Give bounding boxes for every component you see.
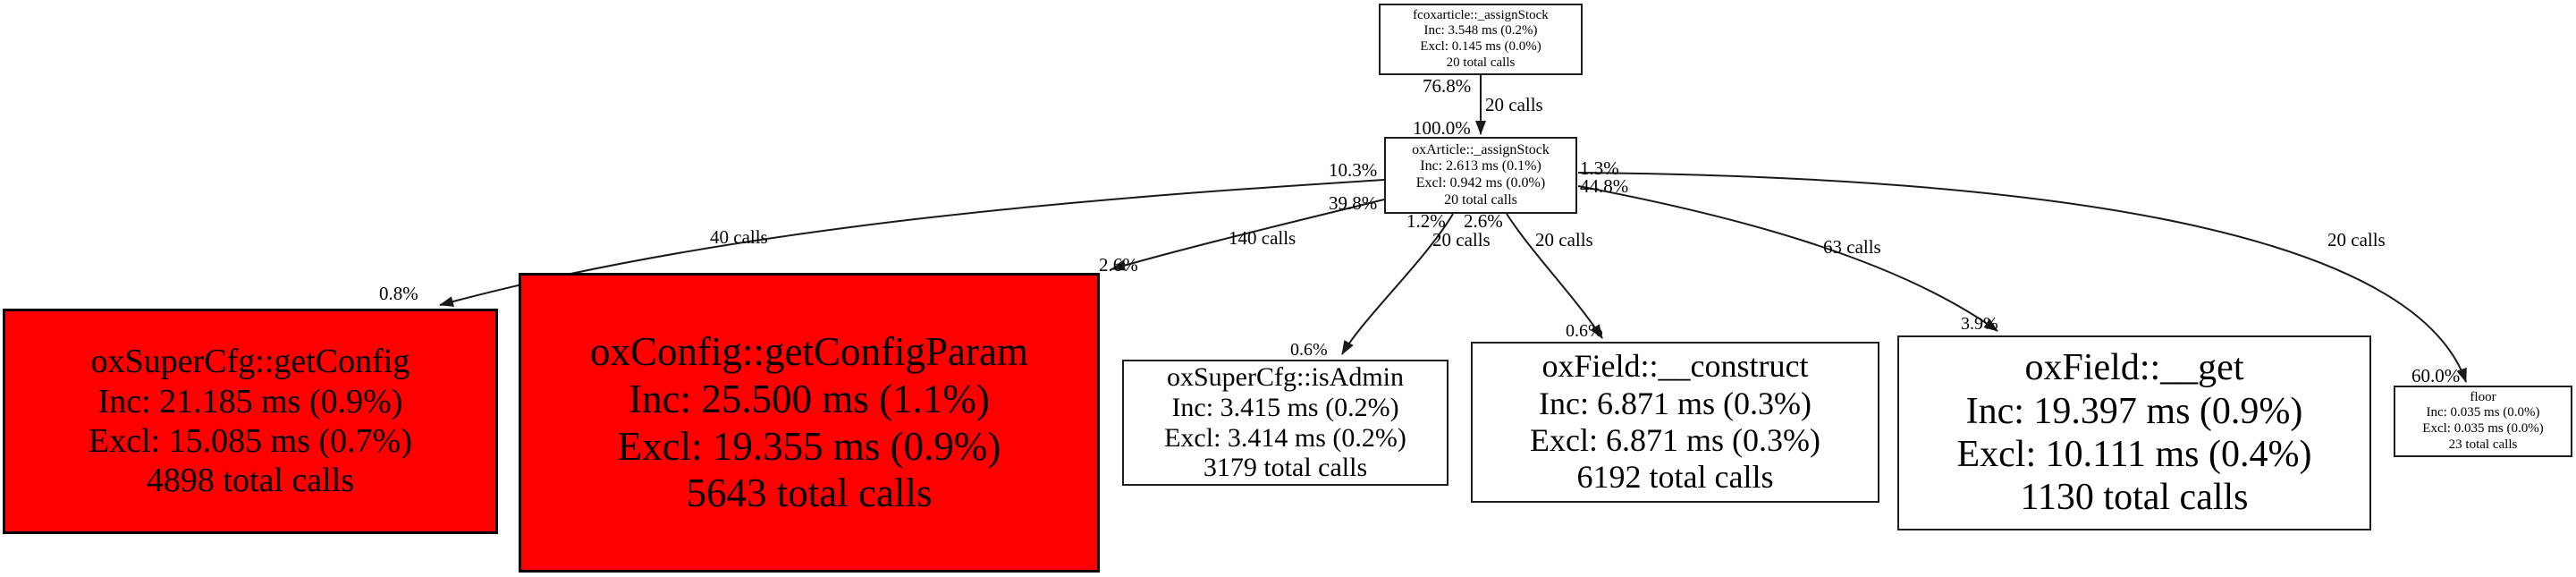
edge-head-percent-label: 0.8% [379,283,418,304]
edge-calls-label: 63 calls [1823,236,1881,258]
node-inc-time: Inc: 3.415 ms (0.2%) [1171,392,1399,422]
edge-calls-label: 20 calls [1485,94,1543,115]
edge-oxarticle-to-getconfigparam [1111,199,1385,271]
node-title: oxSuperCfg::isAdmin [1166,362,1404,393]
node-total-calls: 5643 total calls [686,471,933,516]
node-inc-time: Inc: 2.613 ms (0.1%) [1420,158,1541,174]
edge-oxarticle-to-get [1577,185,1998,332]
node-excl-time: Excl: 19.355 ms (0.9%) [617,423,1001,469]
node-inc-time: Inc: 3.548 ms (0.2%) [1423,23,1538,38]
node-excl-time: Excl: 0.942 ms (0.0%) [1415,175,1546,191]
node-title: oxField::__get [2024,347,2244,389]
edge-oxarticle-to-getconfig [439,179,1385,307]
node-floor: floor Inc: 0.035 ms (0.0%) Excl: 0.035 m… [2394,386,2572,457]
edge-calls-label: 40 calls [710,226,768,248]
node-title: oxConfig::getConfigParam [590,329,1028,375]
edge-calls-label: 20 calls [2327,229,2386,250]
edge-head-percent-label: 100.0% [1413,117,1471,139]
edge-calls-label: 20 calls [1535,229,1593,250]
node-oxfield-get: oxField::__get Inc: 19.397 ms (0.9%) Exc… [1897,335,2371,530]
node-oxsupercfg-isadmin: oxSuperCfg::isAdmin Inc: 3.415 ms (0.2%)… [1122,360,1448,486]
node-excl-time: Excl: 0.145 ms (0.0%) [1420,39,1541,54]
node-fcoxarticle-assignstock: fcoxarticle::_assignStock Inc: 3.548 ms … [1379,4,1583,75]
node-oxarticle-assignstock: oxArticle::_assignStock Inc: 2.613 ms (0… [1384,137,1577,214]
node-title: oxSuperCfg::getConfig [90,343,410,381]
node-oxsupercfg-getconfig: oxSuperCfg::getConfig Inc: 21.185 ms (0.… [3,309,498,534]
node-total-calls: 4898 total calls [146,462,355,500]
node-total-calls: 20 total calls [1444,191,1517,208]
node-excl-time: Excl: 3.414 ms (0.2%) [1164,422,1406,453]
node-excl-time: Excl: 6.871 ms (0.3%) [1530,422,1820,458]
node-oxfield-construct: oxField::__construct Inc: 6.871 ms (0.3%… [1471,342,1879,503]
edge-tail-percent-label: 44.8% [1580,175,1629,197]
node-inc-time: Inc: 6.871 ms (0.3%) [1539,385,1812,421]
node-inc-time: Inc: 25.500 ms (1.1%) [629,376,990,421]
node-excl-time: Excl: 15.085 ms (0.7%) [88,422,412,460]
node-inc-time: Inc: 0.035 ms (0.0%) [2426,405,2540,420]
node-total-calls: 6192 total calls [1576,459,1774,496]
edge-tail-percent-label: 39.8% [1329,192,1378,214]
edge-head-percent-label: 0.6% [1566,321,1603,341]
edge-oxarticle-to-isadmin [1341,213,1454,355]
edge-tail-percent-label: 76.8% [1423,75,1472,97]
node-oxconfig-getconfigparam: oxConfig::getConfigParam Inc: 25.500 ms … [519,273,1100,573]
node-title: oxArticle::_assignStock [1412,141,1550,157]
edge-tail-percent-label: 1.2% [1406,210,1446,232]
edge-tail-percent-label: 2.6% [1464,210,1503,232]
edge-oxarticle-to-construct [1506,213,1603,339]
node-inc-time: Inc: 21.185 ms (0.9%) [97,382,403,420]
node-excl-time: Excl: 0.035 ms (0.0%) [2422,421,2544,436]
edge-calls-label: 20 calls [1432,229,1491,250]
node-inc-time: Inc: 19.397 ms (0.9%) [1965,390,2303,432]
node-title: oxField::__construct [1541,348,1809,385]
edge-oxarticle-to-floor [1577,172,2467,383]
node-total-calls: 23 total calls [2448,437,2518,452]
node-excl-time: Excl: 10.111 ms (0.4%) [1956,434,2312,475]
edge-head-percent-label: 2.6% [1099,254,1138,276]
node-title: fcoxarticle::_assignStock [1413,7,1549,22]
node-title: floor [2470,389,2496,404]
edge-head-percent-label: 0.6% [1290,340,1328,360]
edge-head-percent-label: 3.9% [1961,314,1998,334]
edge-head-percent-label: 60.0% [2411,365,2461,386]
node-total-calls: 3179 total calls [1203,453,1368,483]
node-total-calls: 20 total calls [1446,55,1516,70]
node-total-calls: 1130 total calls [2020,477,2249,519]
edge-tail-percent-label: 1.3% [1580,157,1619,179]
edge-tail-percent-label: 10.3% [1329,159,1378,181]
edge-calls-label: 140 calls [1229,227,1296,249]
